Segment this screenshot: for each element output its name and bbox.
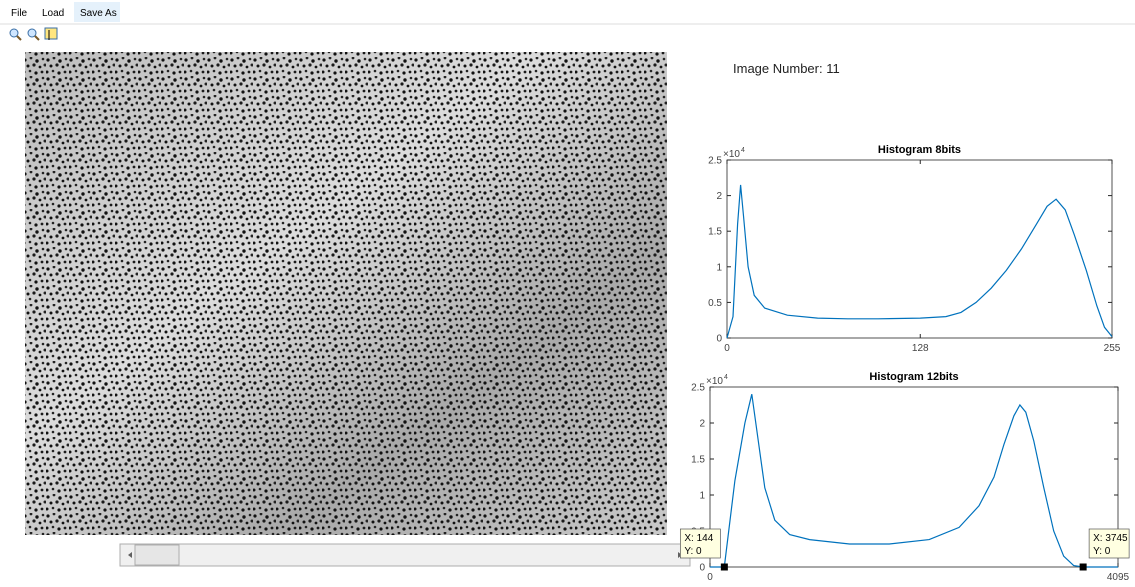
axes <box>709 386 1119 568</box>
toolbar <box>9 27 58 41</box>
x-tick-label: 4095 <box>1107 572 1130 583</box>
datatip-box <box>679 528 721 559</box>
zoom-in-button[interactable] <box>9 28 22 41</box>
datatip-y: Y: 0 <box>1093 546 1111 557</box>
y-tick-label: 2.5 <box>708 156 722 167</box>
y-tick-label: 2 <box>699 419 705 430</box>
datatip: X: 144 Y: 0 <box>679 528 728 571</box>
image-view <box>25 52 667 535</box>
datatip-y: Y: 0 <box>684 546 702 557</box>
y-exponent: ×10 <box>723 149 740 160</box>
y-tick-label: 1 <box>699 491 705 502</box>
chart-title: Histogram 8bits <box>878 144 961 156</box>
datatip-box <box>1088 528 1130 559</box>
zoom-out-button[interactable] <box>27 28 40 41</box>
x-tick-label: 0 <box>724 343 730 354</box>
menu-item[interactable]: Save As <box>80 8 117 19</box>
datatip-marker <box>1079 563 1087 571</box>
y-tick-label: 2 <box>716 191 722 202</box>
menu-item[interactable]: Load <box>42 8 64 19</box>
slider[interactable] <box>119 543 691 567</box>
datatip-marker <box>720 563 728 571</box>
chart-title: Histogram 12bits <box>869 371 958 383</box>
menu-item[interactable]: File <box>11 8 28 19</box>
x-tick-label: 0 <box>707 572 713 583</box>
menu-bar <box>0 0 1135 24</box>
datatip-x: X: 144 <box>684 533 713 544</box>
y-tick-label: 1.5 <box>691 455 705 466</box>
datatip-x: X: 3745 <box>1093 533 1128 544</box>
histogram-line <box>726 184 1113 339</box>
datatip-button[interactable] <box>44 27 58 40</box>
y-exponent-power: 4 <box>741 147 745 154</box>
menu-highlight <box>74 2 120 22</box>
y-exponent: ×10 <box>706 376 723 387</box>
y-exponent-power: 4 <box>724 374 728 381</box>
datatip: X: 3745 Y: 0 <box>1079 528 1130 571</box>
y-tick-label: 0.5 <box>708 298 722 309</box>
y-tick-label: 0 <box>699 563 705 574</box>
x-tick-label: 255 <box>1104 343 1121 354</box>
x-tick-label: 128 <box>912 343 929 354</box>
y-tick-label: 0 <box>716 334 722 345</box>
y-tick-label: 2.5 <box>691 383 705 394</box>
histogram-line <box>710 394 1118 568</box>
y-tick-label: 1 <box>716 262 722 273</box>
image-number-label: Image Number: 11 <box>733 61 840 76</box>
axes <box>726 159 1113 339</box>
y-tick-label: 1.5 <box>708 227 722 238</box>
